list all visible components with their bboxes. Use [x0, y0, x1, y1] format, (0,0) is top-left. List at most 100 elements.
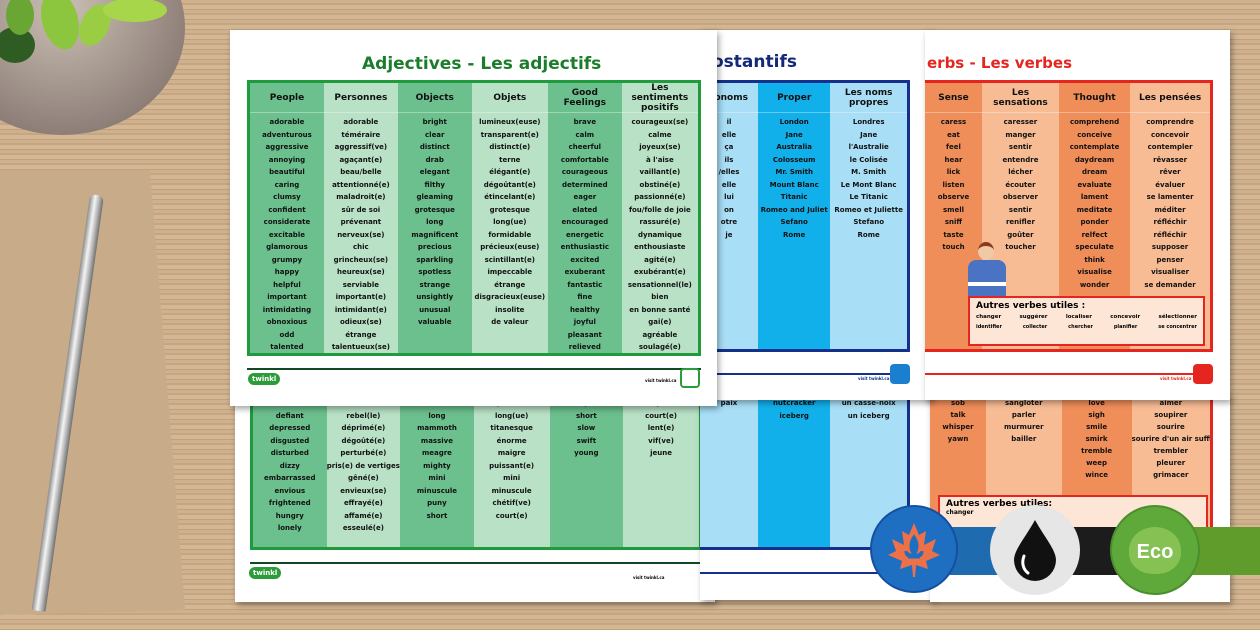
word: concevoir	[1151, 130, 1190, 139]
word: wonder	[1079, 280, 1110, 289]
word: frightened	[268, 499, 311, 507]
word: supposer	[1151, 243, 1189, 251]
word: Stefano	[853, 218, 885, 226]
column: démoralisé(e)rebel(le)déprimé(e)dégoûté(…	[326, 395, 401, 547]
word: courageous	[561, 168, 608, 176]
word: lent(e)	[647, 424, 675, 432]
word: smile	[1086, 423, 1108, 431]
column: Les noms propres Londres Jane l'Australie le…	[830, 83, 907, 349]
word: massive	[420, 436, 453, 445]
word: agréable	[642, 330, 678, 339]
word: nutcracker	[772, 399, 816, 407]
word: sniff	[944, 218, 963, 226]
visit-link[interactable]: visit twinkl.ca	[1160, 376, 1192, 381]
word: cheerful	[568, 143, 602, 151]
word: Sefano	[780, 218, 808, 226]
word: mini	[503, 474, 521, 482]
column: Objects bright clear distinct drab elegant fil…	[397, 83, 472, 353]
word: formidable	[488, 230, 532, 239]
word: écouter	[1005, 180, 1036, 189]
word: beau/belle	[340, 168, 382, 176]
word: caress	[940, 118, 967, 126]
word: unusual	[419, 305, 451, 314]
word: Le Mont Blanc	[840, 180, 897, 189]
column: petit(e)long(ue)titanesqueénormemaigrepu…	[473, 395, 550, 547]
word: sûr de soi	[341, 205, 381, 214]
autres-word: suggérer	[1019, 314, 1048, 320]
word: energetic	[566, 230, 604, 239]
word: relieved	[568, 343, 601, 351]
word: se demander	[1144, 280, 1196, 289]
word: talentueux(se)	[331, 343, 390, 351]
visit-link[interactable]: visit twinkl.ca	[633, 575, 665, 580]
word: touch	[942, 243, 965, 251]
word: /elles	[718, 168, 740, 176]
word: comprehend	[1069, 118, 1120, 126]
word: odd	[279, 330, 295, 339]
word: long(ue)	[494, 411, 529, 420]
column: Proper London Jane Australia Colosseum Mr. Sm…	[757, 83, 831, 349]
word: grotesque	[489, 205, 530, 214]
word: goûter	[1007, 230, 1034, 239]
word: relfect	[1081, 230, 1108, 239]
word: puissant(e)	[489, 461, 535, 470]
word: daydream	[1074, 155, 1115, 164]
sheet-title: erbs - Les verbes	[927, 54, 1072, 72]
word: murmurer	[1003, 423, 1044, 431]
word: long	[426, 218, 444, 226]
word: il	[726, 118, 732, 126]
word: un iceberg	[847, 411, 890, 420]
word: unsightly	[416, 293, 454, 301]
word: lumineux(euse)	[479, 118, 541, 126]
word: dégoûté(e)	[341, 436, 386, 445]
word: grimacer	[1153, 471, 1189, 479]
word: gai(e)	[648, 318, 672, 326]
visit-link[interactable]: visit twinkl.ca	[645, 378, 677, 383]
word: distinct(e)	[489, 143, 531, 151]
column-header: Les sentiments positifs	[621, 83, 698, 113]
column: paix	[700, 395, 758, 547]
word: confident	[268, 205, 306, 214]
word: nerveux(se)	[337, 230, 385, 239]
back-sheet-adjectives: defeateddefiantdepresseddisgusteddisturb…	[235, 395, 715, 602]
word: paix	[720, 399, 738, 407]
autres-title: Autres verbes utiles:	[946, 499, 1053, 509]
word: grincheux(se)	[333, 255, 389, 264]
word: elle	[721, 180, 737, 189]
word: determined	[561, 180, 608, 189]
word: swift	[576, 436, 597, 445]
word: envieux(se)	[340, 486, 387, 495]
word: meagre	[421, 449, 452, 457]
word: lui	[724, 193, 734, 201]
word: important(e)	[335, 293, 387, 301]
word: intimidating	[262, 305, 312, 314]
word: lament	[1080, 193, 1109, 201]
visit-link[interactable]: visit twinkl.ca	[858, 376, 890, 381]
word: Romeo et Juliette	[834, 205, 903, 214]
word: puny	[427, 499, 447, 507]
word: Rome	[857, 230, 880, 239]
word: taste	[943, 230, 964, 239]
word: Mount Blanc	[769, 180, 819, 189]
word: manger	[1005, 130, 1036, 139]
word: distinct	[419, 143, 450, 151]
word: grotesque	[414, 205, 455, 214]
word: passionné(e)	[634, 193, 686, 201]
word: calm	[575, 130, 595, 139]
column: Good Feelings brave calm cheerful comfortabl…	[547, 83, 622, 353]
word: rêvasser	[1153, 155, 1188, 164]
word: pris(e) de vertiges	[326, 461, 400, 470]
word: joyeux(se)	[639, 143, 681, 151]
word: visualise	[1077, 268, 1112, 276]
word: long(ue)	[493, 218, 527, 226]
word: énorme	[496, 436, 527, 445]
word: joyful	[573, 318, 596, 326]
eco-leaf-icon: Eco	[1110, 505, 1200, 595]
word: bright	[422, 118, 447, 126]
word: à l'aise	[645, 155, 674, 164]
twinkl-badge	[1193, 364, 1213, 384]
word: talk	[950, 411, 966, 419]
word: caresser	[1003, 118, 1038, 126]
word: think	[1084, 255, 1105, 264]
word: sensationnel(le)	[627, 280, 692, 289]
